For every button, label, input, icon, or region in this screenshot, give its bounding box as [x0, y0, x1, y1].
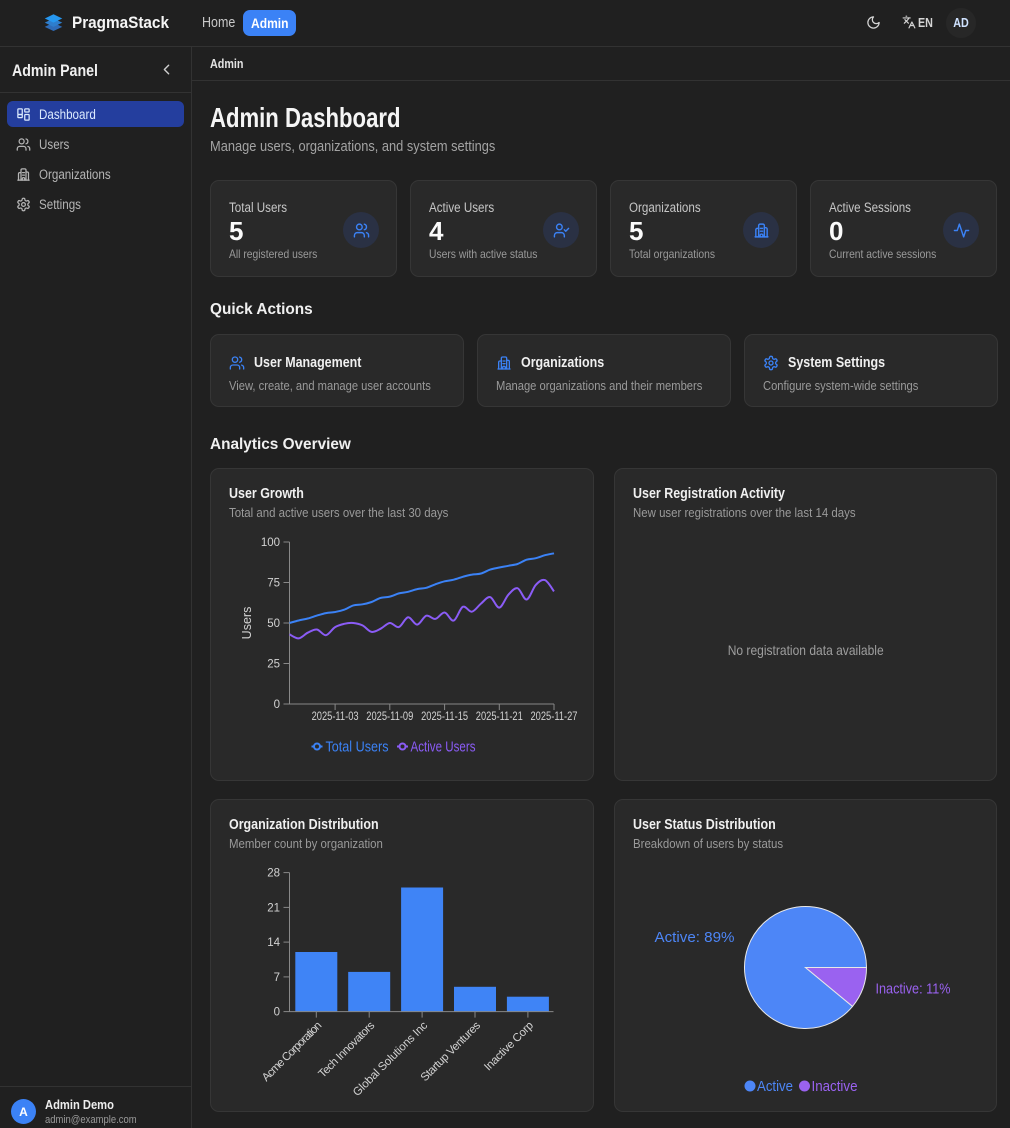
svg-text:14: 14: [267, 937, 280, 949]
svg-text:Active: 89%: Active: 89%: [654, 930, 734, 946]
svg-text:2025-11-21: 2025-11-21: [476, 711, 523, 723]
svg-text:100: 100: [261, 537, 280, 549]
svg-text:Inactive Corp: Inactive Corp: [482, 1020, 536, 1074]
svg-text:Active: Active: [757, 1079, 793, 1095]
svg-text:2025-11-09: 2025-11-09: [366, 711, 413, 723]
svg-text:2025-11-15: 2025-11-15: [421, 711, 468, 723]
svg-text:Total Users: Total Users: [326, 740, 389, 756]
svg-text:0: 0: [274, 1007, 280, 1019]
svg-text:2025-11-03: 2025-11-03: [312, 711, 359, 723]
svg-text:25: 25: [267, 659, 280, 671]
svg-text:75: 75: [267, 578, 280, 590]
svg-text:Active Users: Active Users: [411, 740, 476, 756]
svg-text:Inactive: 11%: Inactive: 11%: [875, 982, 950, 998]
svg-text:Inactive: Inactive: [811, 1079, 857, 1095]
svg-text:0: 0: [274, 699, 280, 711]
svg-text:2025-11-27: 2025-11-27: [531, 711, 578, 723]
svg-text:7: 7: [274, 972, 280, 984]
svg-text:21: 21: [267, 902, 280, 914]
svg-text:Tech Innovators: Tech Innovators: [317, 1019, 378, 1080]
svg-text:Users: Users: [240, 607, 254, 640]
svg-text:Acme Corporation: Acme Corporation: [260, 1020, 324, 1084]
svg-text:50: 50: [267, 618, 280, 630]
svg-text:28: 28: [267, 868, 280, 880]
